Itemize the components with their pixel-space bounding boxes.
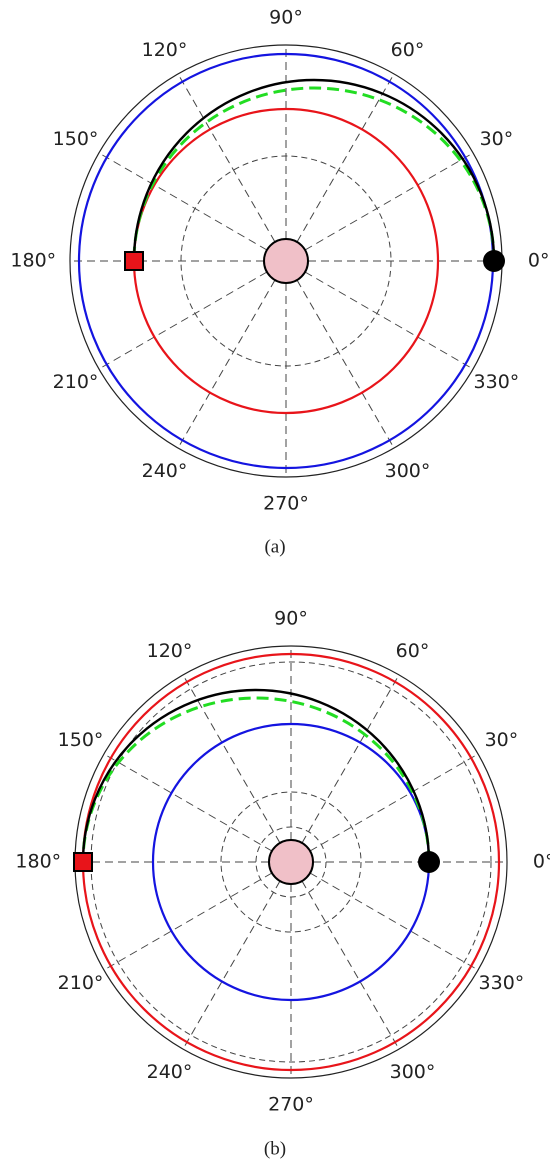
angle-label: 210° [53,371,99,393]
grid-circle [90,661,492,1063]
spoke [103,753,273,852]
angle-label: 0° [533,851,550,873]
grid-circle [220,791,362,933]
angle-label: 180° [15,851,61,873]
spoke [98,271,268,370]
angle-label: 330° [474,371,520,393]
end-point [73,852,93,872]
end-point [124,251,144,271]
angle-label: 60° [391,39,425,61]
spoke [103,872,273,971]
angle-label: 270° [263,493,309,515]
transfer-green [81,696,431,863]
spoke [309,753,479,852]
start-point [483,250,505,272]
angle-label: 330° [479,972,525,994]
central-body [268,839,314,885]
angle-label: 300° [385,460,431,482]
angle-label: 90° [269,7,303,29]
spoke [182,674,281,844]
spoke [98,152,268,251]
spoke [301,880,400,1050]
angle-label: 240° [142,460,188,482]
spoke [304,152,474,251]
spoke [177,279,276,449]
angle-label: 60° [396,640,430,662]
angle-label: 150° [58,729,104,751]
angle-label: 180° [10,250,56,272]
transfer-green [132,86,496,262]
transfer-black [132,78,496,262]
spoke [296,73,395,243]
angle-label: 120° [147,640,193,662]
angle-label: 120° [142,39,188,61]
spoke [309,872,479,971]
caption: (b) [264,1138,286,1159]
angle-label: 30° [480,128,514,150]
angle-label: 240° [147,1061,193,1083]
spoke [177,73,276,243]
start-point [418,851,440,873]
angle-label: 270° [268,1094,314,1116]
spoke [304,271,474,370]
angle-label: 210° [58,972,104,994]
spoke [301,674,400,844]
spoke [182,880,281,1050]
angle-label: 90° [274,608,308,630]
angle-label: 300° [390,1061,436,1083]
caption: (a) [264,536,285,557]
transfer-black [81,688,431,863]
spoke [296,279,395,449]
angle-label: 0° [528,250,550,272]
angle-label: 30° [485,729,519,751]
angle-label: 150° [53,128,99,150]
central-body [263,238,309,284]
